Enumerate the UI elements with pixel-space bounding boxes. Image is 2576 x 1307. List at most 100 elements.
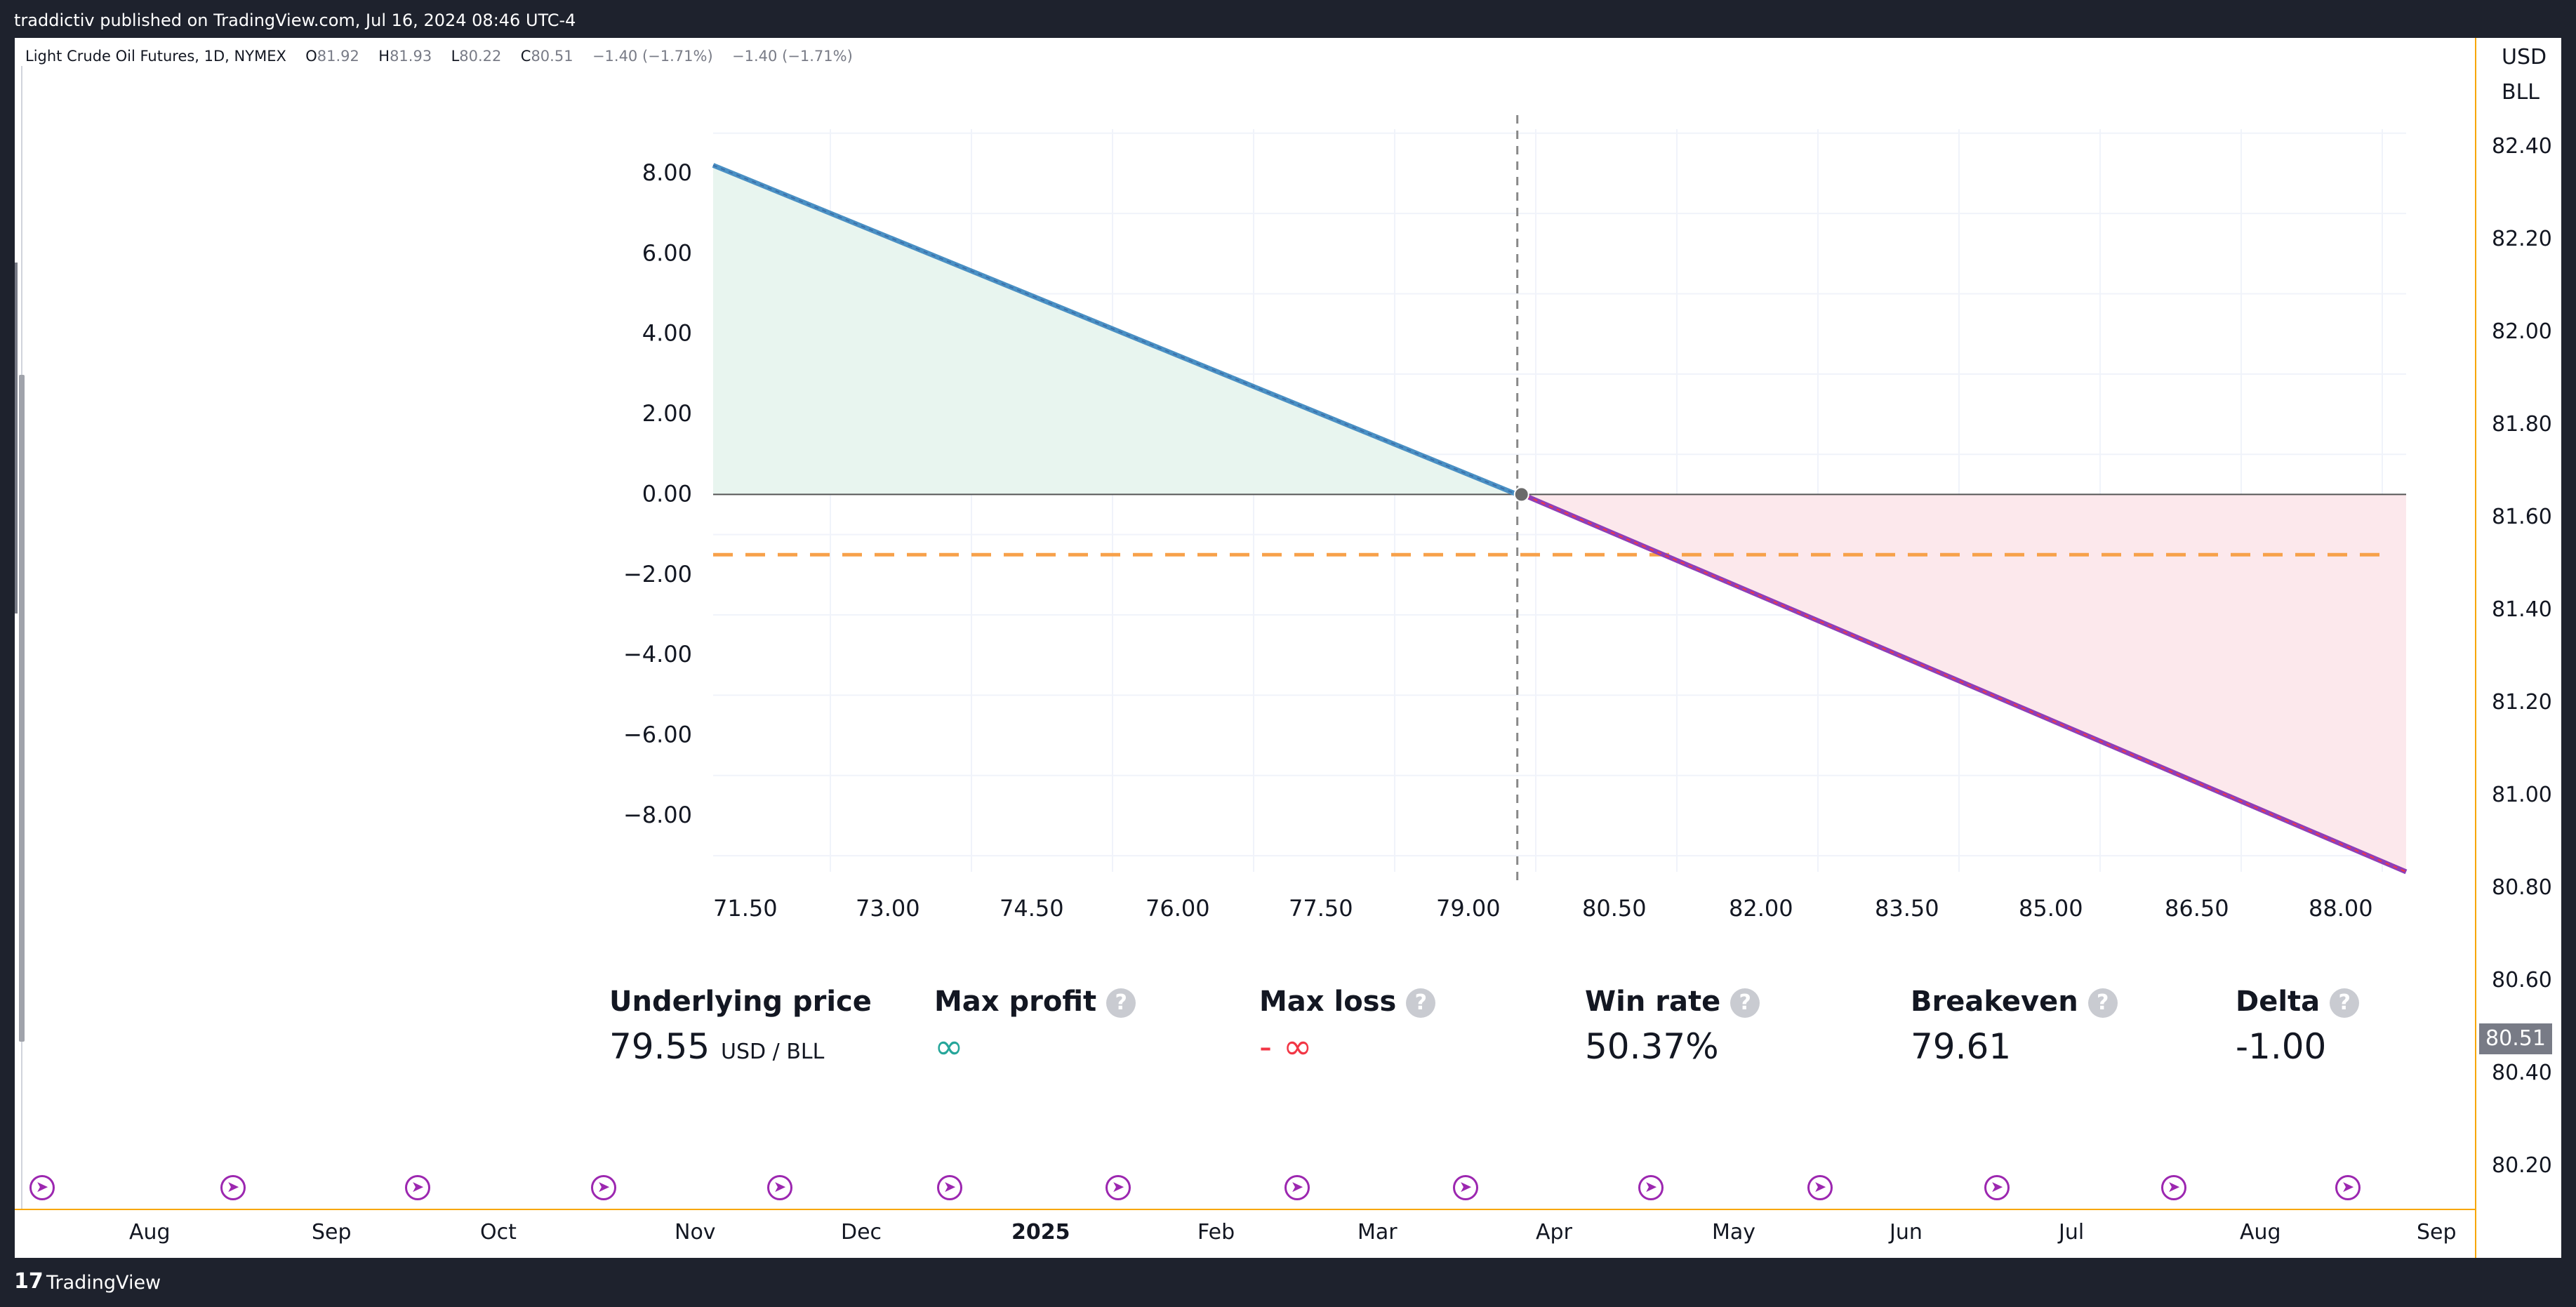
arrow-circle-icon[interactable]: ➤ (767, 1175, 792, 1200)
low-value: 80.22 (459, 48, 502, 65)
month-tick-label: Aug (129, 1220, 171, 1245)
y-tick-label: −8.00 (623, 802, 692, 828)
symbol-name: Light Crude Oil Futures, 1D, NYMEX (25, 48, 286, 65)
top-bar: traddictiv published on TradingView.com,… (0, 0, 2576, 38)
month-tick-label: Sep (2417, 1220, 2457, 1245)
price-tick-label: 80.40 (2492, 1061, 2552, 1085)
arrow-circle-icon[interactable]: ➤ (1106, 1175, 1131, 1200)
stat-max-profit: Max profit? ∞ (934, 986, 1136, 1067)
month-tick-label: Nov (675, 1220, 716, 1245)
currency-unit: USD (2502, 45, 2547, 69)
arrow-circle-icon[interactable]: ➤ (1638, 1175, 1664, 1200)
month-tick-label: 2025 (1011, 1220, 1070, 1245)
month-tick-label: Apr (1536, 1220, 1572, 1245)
win-rate-label: Win rate (1585, 986, 1721, 1018)
arrow-circle-icon[interactable]: ➤ (2161, 1175, 2186, 1200)
x-tick-label: 80.50 (1582, 895, 1647, 922)
time-axis[interactable]: Aug Sep Oct Nov Dec 2025 Feb Mar Apr May Jun Jul Aug… (15, 1209, 2475, 1258)
price-tick-label: 81.80 (2492, 412, 2552, 437)
price-axis[interactable]: USD BLL 82.40 82.20 82.00 81.80 81.60 81.40 81… (2475, 38, 2561, 1258)
price-tick-label: 81.40 (2492, 597, 2552, 622)
underlying-value: 79.55 (609, 1026, 710, 1067)
help-icon[interactable]: ? (2330, 988, 2360, 1018)
publish-text: traddictiv published on TradingView.com,… (14, 11, 576, 30)
x-tick-label: 79.00 (1436, 895, 1501, 922)
brand-name[interactable]: TradingView (46, 1272, 161, 1294)
stat-delta: Delta? -1.00 (2236, 986, 2360, 1067)
month-tick-label: Sep (312, 1220, 352, 1245)
candle-shadow (15, 263, 18, 613)
arrow-circle-icon[interactable]: ➤ (405, 1175, 430, 1200)
arrow-circle-icon[interactable]: ➤ (220, 1175, 246, 1200)
month-tick-label: Feb (1197, 1220, 1235, 1245)
low-label: L (451, 48, 460, 65)
price-tick-label: 80.20 (2492, 1153, 2552, 1178)
win-rate-value: 50.37% (1585, 1026, 1719, 1067)
arrow-circle-icon[interactable]: ➤ (1984, 1175, 2010, 1200)
month-tick-label: Jul (2059, 1220, 2085, 1245)
month-tick-label: May (1712, 1220, 1756, 1245)
arrow-circle-icon[interactable]: ➤ (1284, 1175, 1310, 1200)
y-tick-label: 8.00 (642, 159, 692, 186)
y-tick-label: −2.00 (623, 561, 692, 588)
price-tick-label: 82.00 (2492, 319, 2552, 344)
x-tick-label: 88.00 (2309, 895, 2373, 922)
footer-bar: 17 TradingView (0, 1258, 2576, 1307)
y-tick-label: −4.00 (623, 641, 692, 668)
month-tick-label: Dec (841, 1220, 882, 1245)
arrow-circle-icon[interactable]: ➤ (2335, 1175, 2361, 1200)
quantity-unit: BLL (2502, 80, 2540, 105)
loss-line (1525, 493, 2408, 875)
last-price-label: 80.51 (2479, 1023, 2552, 1054)
stat-breakeven: Breakeven? 79.61 (1911, 986, 2118, 1067)
arrow-circle-icon[interactable]: ➤ (1807, 1175, 1833, 1200)
events-row: ➤ ➤ ➤ ➤ ➤ ➤ ➤ ➤ ➤ ➤ ➤ ➤ ➤ ➤ (15, 1175, 2475, 1206)
stat-underlying: Underlying price 79.55 USD / BLL (609, 986, 872, 1067)
delta-label: Delta (2236, 986, 2321, 1018)
close-value: 80.51 (531, 48, 573, 65)
arrow-circle-icon[interactable]: ➤ (29, 1175, 55, 1200)
close-label: C (520, 48, 531, 65)
open-label: O (305, 48, 317, 65)
delta-value: -1.00 (2236, 1026, 2327, 1067)
arrow-circle-icon[interactable]: ➤ (591, 1175, 616, 1200)
change-value: −1.40 (−1.71%) (592, 48, 713, 65)
month-tick-label: Oct (480, 1220, 517, 1245)
price-tick-label: 80.60 (2492, 968, 2552, 993)
max-loss-value: - ∞ (1259, 1026, 1313, 1067)
open-value: 81.92 (317, 48, 359, 65)
profit-line-pattern (712, 164, 1518, 496)
price-tick-label: 80.80 (2492, 875, 2552, 900)
help-icon[interactable]: ? (1406, 988, 1436, 1018)
price-tick-label: 81.20 (2492, 690, 2552, 715)
x-tick-label: 83.50 (1875, 895, 1939, 922)
tradingview-logo-icon[interactable]: 17 (14, 1269, 44, 1294)
help-icon[interactable]: ? (2087, 988, 2118, 1018)
max-profit-label: Max profit (934, 986, 1097, 1018)
y-tick-label: 2.00 (642, 400, 692, 427)
change-value-2: −1.40 (−1.71%) (732, 48, 853, 65)
price-tick-label: 82.40 (2492, 134, 2552, 159)
price-tick-label: 81.00 (2492, 783, 2552, 807)
breakeven-label: Breakeven (1911, 986, 2078, 1018)
arrow-circle-icon[interactable]: ➤ (1453, 1175, 1478, 1200)
x-tick-label: 85.00 (2019, 895, 2083, 922)
x-tick-label: 86.50 (2165, 895, 2229, 922)
x-tick-label: 71.50 (713, 895, 778, 922)
help-icon[interactable]: ? (1106, 988, 1136, 1018)
y-tick-label: 4.00 (642, 320, 692, 347)
candle-body[interactable] (19, 375, 25, 1042)
stat-win-rate: Win rate? 50.37% (1585, 986, 1760, 1067)
stat-max-loss: Max loss? - ∞ (1259, 986, 1436, 1067)
help-icon[interactable]: ? (1730, 988, 1760, 1018)
x-tick-label: 76.00 (1146, 895, 1210, 922)
price-tick-label: 81.60 (2492, 505, 2552, 529)
y-tick-label: 6.00 (642, 239, 692, 266)
month-tick-label: Jun (1890, 1220, 1923, 1245)
price-tick-label: 82.20 (2492, 227, 2552, 251)
underlying-label: Underlying price (609, 986, 872, 1018)
payoff-chart[interactable]: 8.00 6.00 4.00 2.00 0.00 −2.00 −4.00 −6.00 −8.00… (15, 38, 2475, 1209)
x-tick-label: 77.50 (1289, 895, 1353, 922)
symbol-legend[interactable]: Light Crude Oil Futures, 1D, NYMEX O81.9… (25, 48, 853, 65)
arrow-circle-icon[interactable]: ➤ (937, 1175, 962, 1200)
